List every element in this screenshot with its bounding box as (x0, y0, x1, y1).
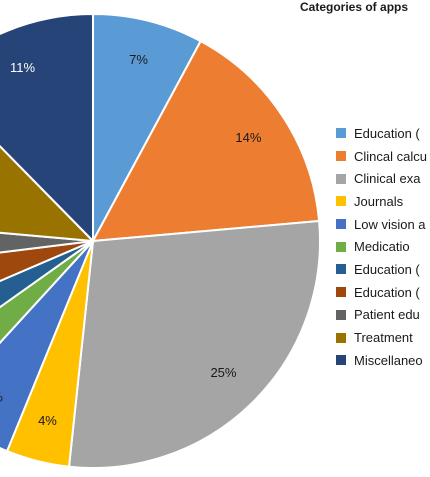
legend-item: Education ( (336, 281, 427, 304)
legend-item: Education ( (336, 258, 427, 281)
legend-swatch (336, 332, 346, 343)
legend-item: Clincal calcu (336, 145, 427, 168)
legend-label: Treatment (354, 330, 413, 346)
pie-slice (0, 240, 94, 345)
legend-label: Clinical exa (354, 171, 421, 187)
legend-label: Miscellaneo (354, 352, 423, 368)
legend-item: Clinical exa (336, 167, 427, 190)
slice-label: 5% (0, 390, 3, 405)
legend-label: Clincal calcu (354, 148, 427, 164)
legend-swatch (336, 173, 346, 184)
legend: Education ( Clincal calcu Clinical exa Jour… (336, 122, 427, 372)
pie-slice (0, 240, 94, 453)
slice-label: 25% (210, 365, 236, 380)
legend-label: Low vision a (354, 216, 426, 232)
legend-item: Miscellaneo (336, 349, 427, 372)
legend-item: Journals (336, 190, 427, 213)
legend-swatch (336, 241, 346, 252)
slice-label: 4% (38, 413, 57, 428)
pie-slice (67, 219, 321, 469)
legend-label: Education ( (354, 125, 420, 141)
legend-swatch (336, 355, 346, 366)
chart-title: Categories of apps (300, 0, 409, 14)
legend-swatch (336, 196, 346, 207)
legend-swatch (336, 151, 346, 162)
legend-label: Education ( (354, 261, 420, 277)
legend-item: Low vision a (336, 213, 427, 236)
legend-label: Journals (354, 193, 404, 209)
pie-slice (0, 231, 94, 254)
pie-slice (92, 12, 203, 242)
legend-label: Education ( (354, 284, 420, 300)
legend-item: Patient edu (336, 304, 427, 327)
legend-swatch (336, 309, 346, 320)
slice-label: 11% (10, 60, 35, 75)
pie-slice (0, 144, 96, 243)
pie-slice (0, 240, 94, 309)
pie-slice (0, 12, 94, 244)
legend-swatch (336, 287, 346, 298)
legend-swatch (336, 264, 346, 275)
legend-item: Medicatio (336, 235, 427, 258)
slice-label: 7% (129, 52, 148, 67)
legend-swatch (336, 219, 346, 230)
legend-label: Medicatio (354, 239, 410, 255)
legend-label: Patient edu (354, 307, 420, 323)
pie-slice (0, 240, 94, 283)
slice-label: 14% (235, 130, 261, 145)
pie-slice (91, 39, 321, 243)
legend-item: Education ( (336, 122, 427, 145)
legend-item: Treatment (336, 326, 427, 349)
legend-swatch (336, 128, 346, 139)
